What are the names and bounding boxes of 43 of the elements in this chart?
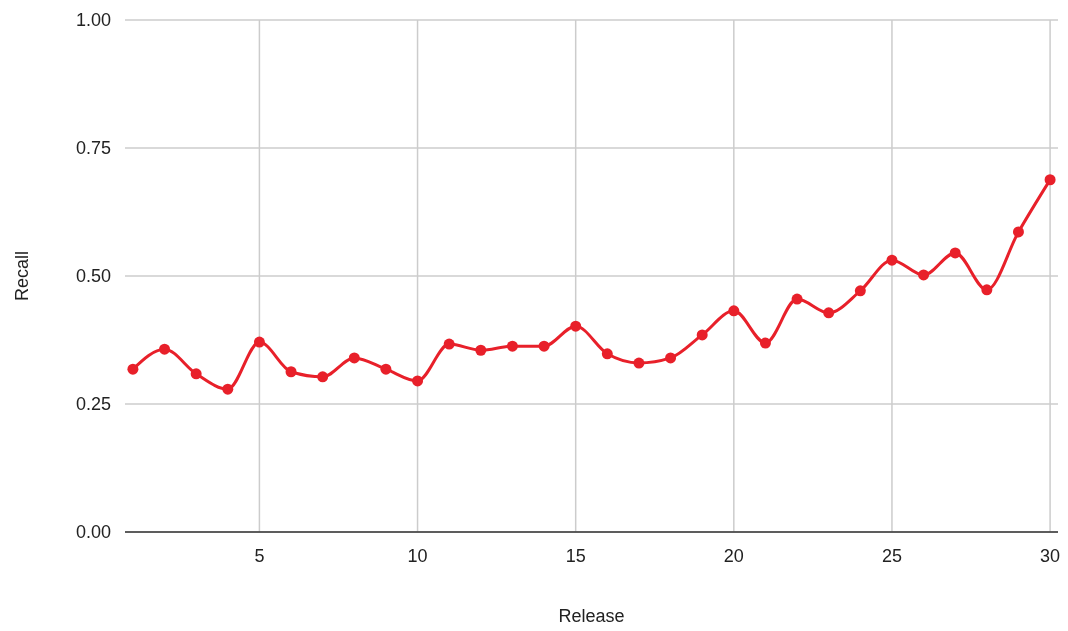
point: [949, 247, 961, 259]
point: [886, 254, 898, 266]
point: [665, 352, 677, 364]
x-tick-label: 20: [723, 546, 744, 566]
y-tick-label: 0.50: [75, 266, 111, 287]
point: [791, 293, 803, 305]
point: [538, 340, 550, 352]
point: [633, 357, 645, 369]
point: [285, 366, 297, 378]
point: [1044, 174, 1056, 186]
point: [570, 320, 582, 332]
point: [728, 305, 740, 317]
point: [601, 348, 613, 360]
point: [253, 336, 265, 348]
point: [506, 340, 518, 352]
point: [475, 344, 487, 356]
point: [317, 371, 329, 383]
point: [159, 343, 171, 355]
x-tick-label: 15: [565, 546, 586, 566]
point: [854, 285, 866, 297]
point: [127, 363, 139, 375]
point: [380, 363, 392, 375]
x-tick-label: 5: [254, 546, 265, 566]
point: [759, 337, 771, 349]
x-tick-label: 25: [881, 546, 902, 566]
point: [1012, 226, 1024, 238]
y-tick-label: 1.00: [75, 10, 111, 31]
point: [981, 284, 993, 296]
y-axis-title: Recall: [12, 250, 32, 302]
point: [696, 329, 708, 341]
y-tick-label: 0.75: [75, 138, 111, 159]
x-tick-label: 30: [1040, 546, 1061, 566]
point: [348, 352, 360, 364]
y-tick-label: 0.00: [75, 522, 111, 543]
y-tick-label: 0.25: [75, 394, 111, 415]
point: [823, 307, 835, 319]
point: [443, 338, 455, 350]
x-tick-label: 10: [407, 546, 428, 566]
point: [222, 383, 234, 395]
point: [918, 269, 930, 281]
point: [190, 368, 202, 380]
x-axis-title: Release: [558, 606, 625, 626]
point: [412, 375, 424, 387]
